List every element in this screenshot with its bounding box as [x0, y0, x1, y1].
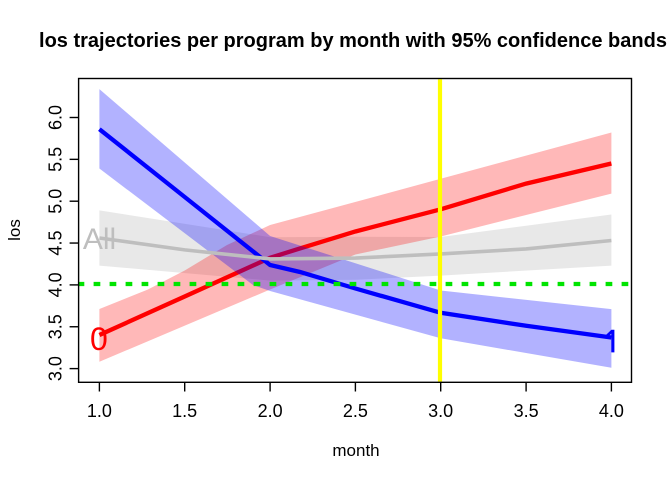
svg-text:3.5: 3.5 [514, 401, 539, 421]
svg-text:2.0: 2.0 [258, 401, 283, 421]
svg-text:0: 0 [90, 321, 108, 357]
svg-text:3.0: 3.0 [428, 401, 453, 421]
svg-text:1.5: 1.5 [172, 401, 197, 421]
svg-text:4.5: 4.5 [46, 231, 66, 256]
svg-text:4.0: 4.0 [599, 401, 624, 421]
svg-text:2.5: 2.5 [343, 401, 368, 421]
svg-text:5.0: 5.0 [46, 189, 66, 214]
svg-text:los trajectories per program b: los trajectories per program by month wi… [39, 30, 667, 52]
svg-text:3.0: 3.0 [46, 356, 66, 381]
svg-text:los: los [5, 219, 24, 241]
svg-text:5.5: 5.5 [46, 147, 66, 172]
svg-text:6.0: 6.0 [46, 105, 66, 130]
svg-text:3.5: 3.5 [46, 314, 66, 339]
svg-text:1.0: 1.0 [87, 401, 112, 421]
svg-text:month: month [332, 441, 379, 460]
svg-text:4.0: 4.0 [46, 272, 66, 297]
